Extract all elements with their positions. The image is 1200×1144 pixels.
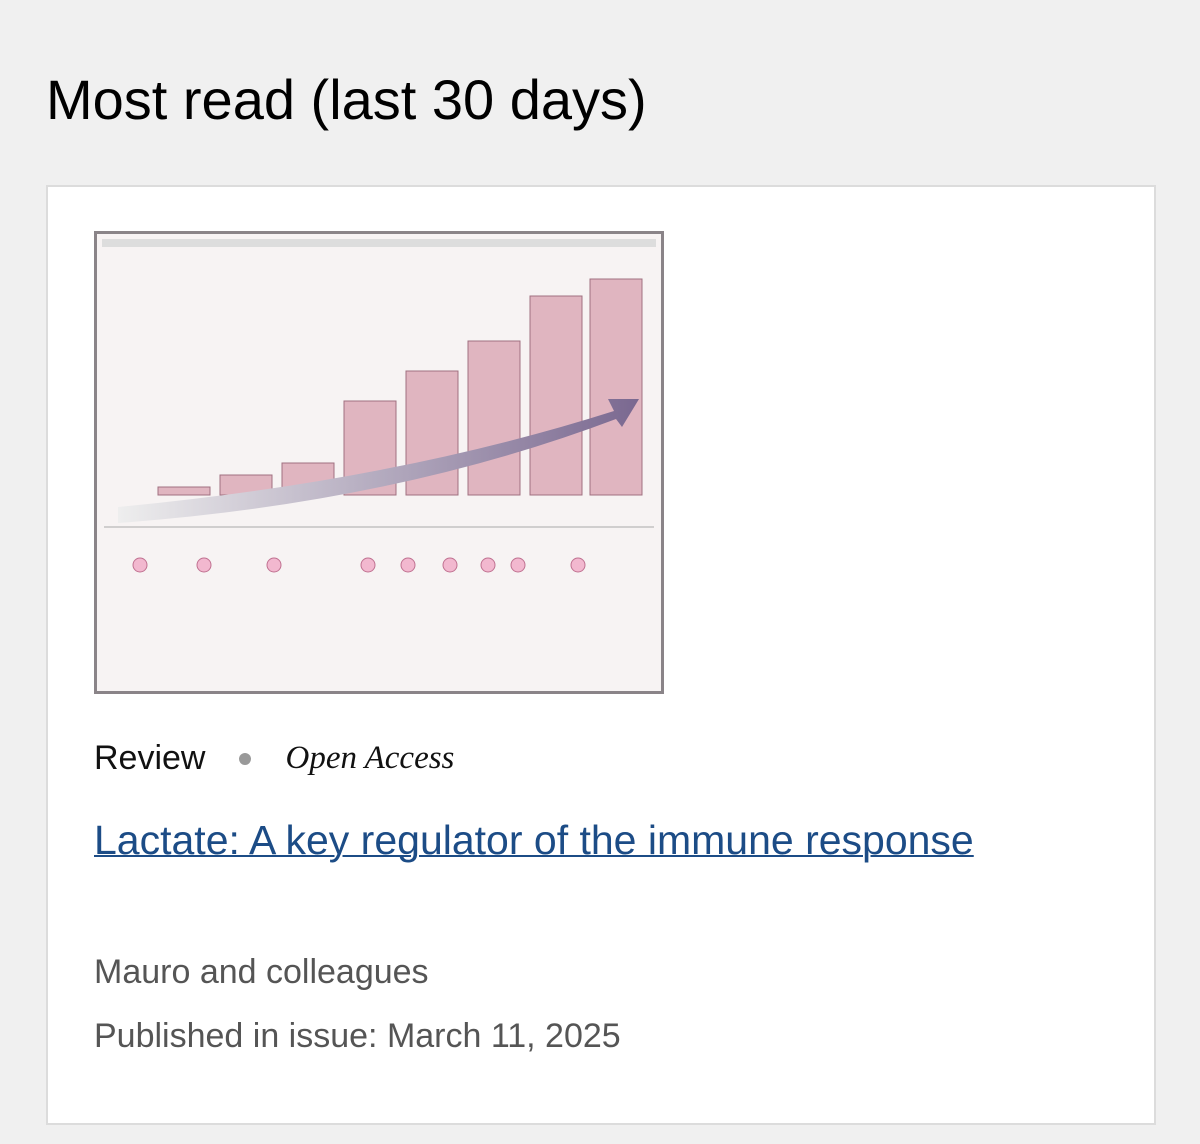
separator-dot: [239, 752, 252, 765]
article-authors: Mauro and colleagues: [94, 953, 429, 991]
publication-date: Published in issue: March 11, 2025: [94, 1017, 621, 1055]
access-label: Open Access: [285, 740, 455, 776]
article-thumbnail[interactable]: [94, 231, 664, 694]
article-meta: Review Open Access: [94, 739, 454, 778]
article-type: Review: [94, 739, 206, 777]
article-title-link[interactable]: Lactate: A key regulator of the immune r…: [94, 817, 974, 863]
article-card: Review Open Access Lactate: A key regula…: [46, 185, 1156, 1125]
section-heading: Most read (last 30 days): [46, 68, 647, 131]
